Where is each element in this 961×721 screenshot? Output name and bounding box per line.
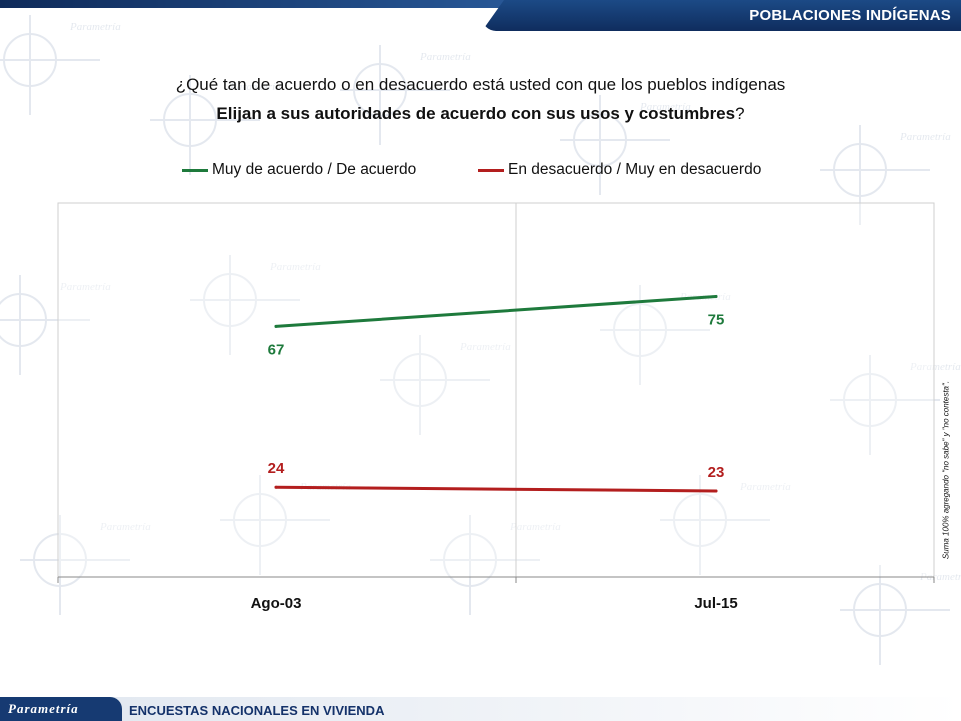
watermark-text: Parametría — [69, 21, 121, 33]
question-suffix: ? — [735, 104, 745, 123]
watermark-motif: Parametría — [560, 95, 691, 195]
legend-swatch-agree — [182, 168, 208, 172]
data-point — [714, 489, 718, 493]
plot-area — [57, 202, 935, 578]
chart-legend: Muy de acuerdo / De acuerdo En desacuerd… — [0, 161, 961, 185]
watermark-text: Parametría — [269, 261, 321, 273]
watermark-text: Parametría — [919, 571, 961, 583]
watermark-text: Parametría — [639, 101, 691, 113]
watermark-text: Parametría — [899, 131, 951, 143]
watermark-motif: Parametría — [840, 565, 961, 665]
watermark-text: Parametría — [459, 341, 511, 353]
data-label: 67 — [268, 341, 285, 358]
legend-item-agree: Muy de acuerdo / De acuerdo — [182, 161, 416, 179]
question-line-1: ¿Qué tan de acuerdo o en desacuerdo está… — [175, 75, 786, 94]
x-tick-label: Jul-15 — [694, 595, 737, 612]
watermark-motif: Parametría — [830, 355, 961, 455]
data-label: 23 — [708, 464, 725, 481]
footer-logo-box: Parametría — [0, 697, 122, 721]
survey-question: ¿Qué tan de acuerdo o en desacuerdo está… — [0, 70, 961, 128]
watermark-text: Parametría — [909, 361, 961, 373]
legend-swatch-disagree — [478, 168, 504, 172]
watermark-motif: Parametría — [380, 335, 511, 435]
side-note: Suma 100% agregando "no sabe" y "no cont… — [941, 380, 951, 560]
watermark-motif: Parametría — [220, 475, 351, 575]
watermark-motif: Parametría — [430, 515, 561, 615]
watermark-motif: Parametría — [150, 75, 281, 175]
watermark-text: Parametría — [419, 51, 471, 63]
series-line-1 — [274, 485, 718, 493]
watermark-text: Parametría — [99, 521, 151, 533]
footer-text: ENCUESTAS NACIONALES EN VIVIENDA — [129, 703, 385, 718]
watermark-motif: Parametría — [340, 45, 471, 145]
watermark-motif: Parametría — [190, 255, 321, 355]
watermark-text: Parametría — [509, 521, 561, 533]
x-tick-label: Ago-03 — [251, 595, 302, 612]
data-point — [274, 324, 278, 328]
watermark-motif: Parametría — [0, 275, 111, 375]
data-label: 75 — [708, 312, 725, 329]
data-label: 24 — [268, 460, 285, 477]
watermark-motif: Parametría — [0, 15, 121, 115]
top-band — [0, 0, 961, 8]
watermark-text: Parametría — [59, 281, 111, 293]
data-point — [274, 485, 278, 489]
data-point — [714, 295, 718, 298]
question-line-2: Elijan a sus autoridades de acuerdo con … — [0, 99, 961, 128]
series-line-0 — [274, 295, 718, 328]
watermark-motif: Parametría — [20, 515, 151, 615]
legend-label-disagree: En desacuerdo / Muy en desacuerdo — [508, 161, 762, 178]
watermark-motif: Parametría — [820, 125, 951, 225]
header-tab: POBLACIONES INDÍGENAS — [482, 0, 961, 31]
legend-label-agree: Muy de acuerdo / De acuerdo — [212, 161, 417, 178]
footer-bar — [0, 697, 961, 721]
page-section-title: POBLACIONES INDÍGENAS — [749, 7, 951, 24]
watermark-text: Parametría — [739, 481, 791, 493]
watermark-text: Parametría — [229, 81, 281, 93]
legend-item-disagree: En desacuerdo / Muy en desacuerdo — [478, 161, 761, 179]
parametria-logo: Parametría — [8, 701, 79, 716]
question-emphasis: Elijan a sus autoridades de acuerdo con … — [216, 104, 736, 123]
